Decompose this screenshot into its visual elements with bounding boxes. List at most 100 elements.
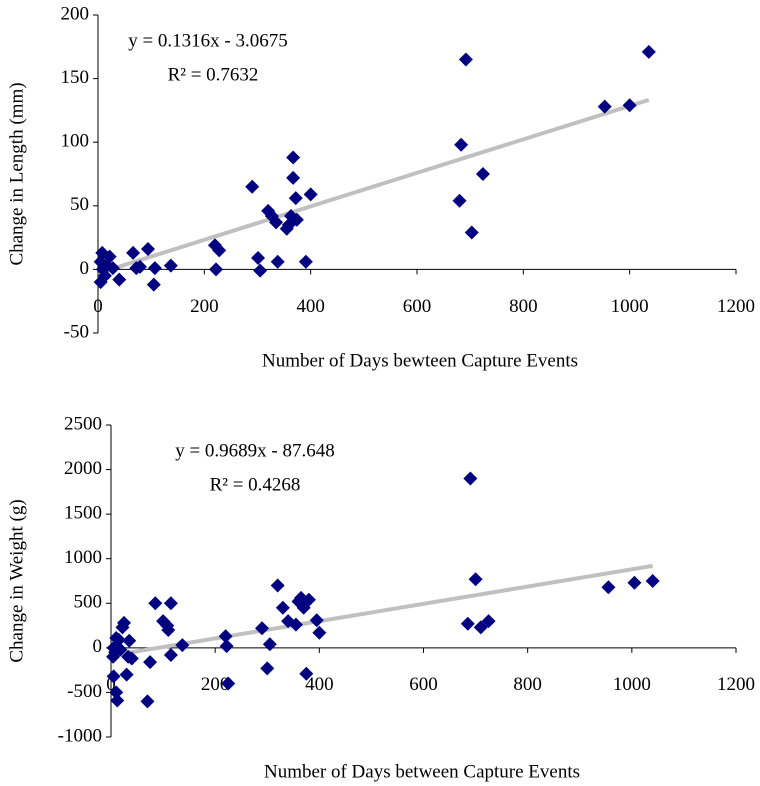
point (452, 193, 467, 208)
x-tick-label: 0 (93, 296, 103, 317)
point (286, 170, 301, 185)
point (161, 623, 176, 638)
point (269, 215, 284, 230)
point (298, 254, 313, 269)
x-tick-label: 200 (190, 296, 219, 317)
point (627, 575, 642, 590)
point (288, 617, 303, 632)
x-tick-label: 1000 (611, 296, 649, 317)
point (209, 262, 224, 277)
point (106, 669, 121, 684)
y-tick-label: 500 (74, 592, 103, 613)
x-tick-label: 1200 (717, 674, 755, 695)
point (253, 263, 268, 278)
point (275, 600, 290, 615)
y-tick-label: -1000 (58, 725, 102, 746)
y-tick-label: 150 (61, 67, 90, 88)
point (270, 254, 285, 269)
point (312, 625, 327, 640)
point (221, 676, 236, 691)
point (301, 592, 316, 607)
y-tick-label: 2500 (64, 413, 102, 434)
point (124, 651, 139, 666)
y-axis-title: Change in Weight (g) (6, 499, 27, 662)
x-tick-label: 400 (296, 296, 325, 317)
point (597, 99, 612, 114)
y-tick-label: 100 (61, 131, 90, 152)
point (303, 187, 318, 202)
point (111, 632, 126, 647)
point (112, 272, 127, 287)
point (645, 574, 660, 588)
point (122, 633, 137, 648)
point (117, 615, 132, 630)
point (255, 621, 270, 636)
point (108, 645, 123, 660)
x-tick-label: 800 (513, 674, 542, 695)
x-tick-label: 400 (305, 674, 334, 695)
y-tick-label: 200 (61, 3, 90, 24)
point (105, 261, 120, 276)
y-axis-title: Change in Length (mm) (6, 82, 27, 265)
point (140, 242, 155, 257)
point (147, 261, 162, 276)
point (218, 629, 233, 644)
y-tick-label: -500 (67, 681, 102, 702)
y-tick-label: -50 (64, 321, 89, 342)
point (212, 243, 227, 258)
y-tick-label: 50 (70, 194, 89, 215)
point (251, 250, 266, 265)
y-tick-label: 0 (93, 636, 103, 657)
point (148, 596, 163, 611)
point (460, 616, 475, 631)
point (95, 245, 110, 260)
y-tick-label: 2000 (64, 458, 102, 479)
point (143, 655, 158, 670)
point (260, 661, 275, 676)
point (641, 44, 656, 59)
x-axis-title: Number of Days between Capture Events (264, 761, 580, 782)
r-squared: R² = 0.4268 (210, 474, 301, 495)
point (163, 596, 178, 611)
point (464, 225, 479, 240)
point (288, 191, 303, 206)
trendline (112, 563, 653, 658)
x-tick-label: 1200 (717, 296, 755, 317)
point (163, 258, 178, 273)
point (97, 268, 112, 283)
trendline (100, 97, 650, 275)
x-tick-label: 200 (201, 674, 230, 695)
point (622, 98, 637, 113)
point (468, 572, 483, 587)
point (458, 52, 473, 67)
y-tick-label: 1000 (64, 547, 102, 568)
point (146, 277, 161, 292)
x-tick-label: 0 (106, 674, 116, 695)
point (270, 578, 285, 593)
point (245, 179, 260, 194)
x-tick-label: 600 (403, 296, 432, 317)
x-tick-label: 800 (509, 296, 538, 317)
x-axis-title: Number of Days bewteen Capture Events (262, 350, 578, 371)
point (286, 150, 301, 165)
point (454, 137, 469, 152)
point (481, 614, 496, 629)
point (289, 212, 304, 227)
point (126, 245, 141, 260)
point (163, 647, 178, 662)
point (463, 471, 478, 486)
point (309, 613, 324, 628)
y-tick-label: 0 (80, 258, 90, 279)
y-tick-label: 1500 (64, 503, 102, 524)
x-tick-label: 1000 (613, 674, 651, 695)
point (175, 638, 190, 653)
equation: y = 0.1316x - 3.0675 (128, 30, 288, 51)
equation: y = 0.9689x - 87.648 (175, 440, 335, 461)
point (133, 259, 148, 274)
point (473, 620, 488, 635)
point (219, 639, 234, 654)
point (140, 694, 155, 709)
point (102, 249, 117, 264)
